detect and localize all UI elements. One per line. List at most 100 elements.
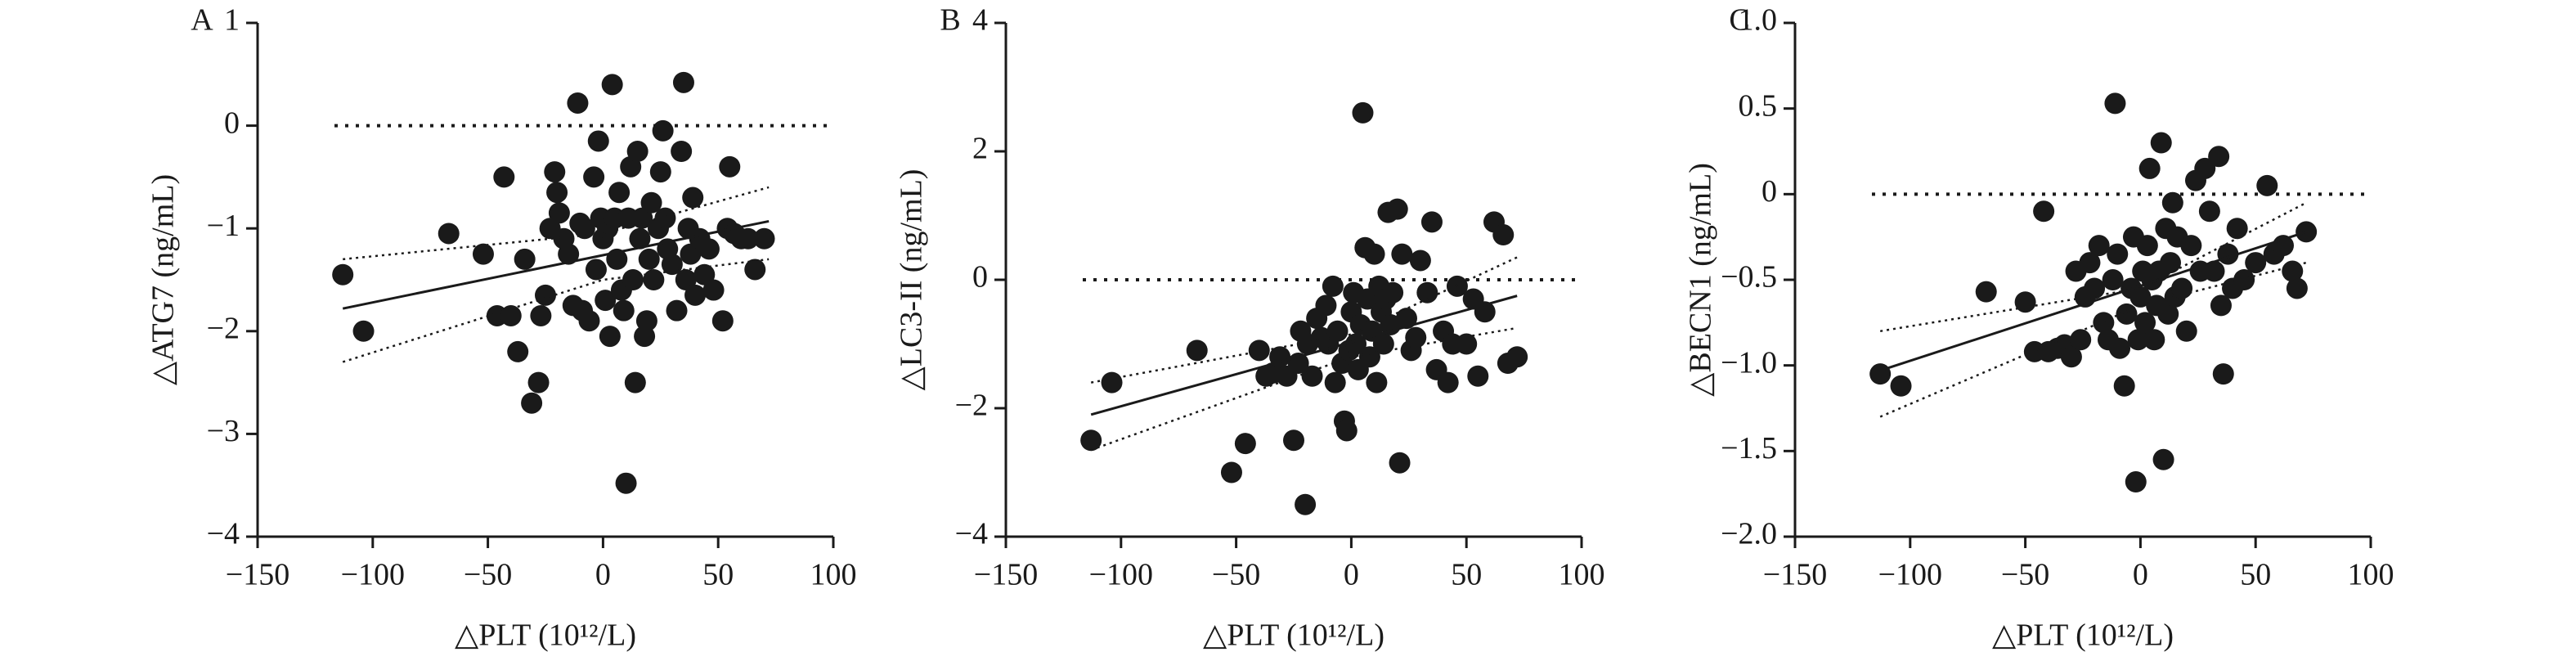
panel: 4 2 0 −2 −4 −150 −100 −50 0 50 100 B △LC3-II (ng/mL)… bbox=[895, 3, 1605, 653]
x-axis-label: △PLT (10¹²/L) bbox=[1203, 618, 1384, 653]
y-tick-label: 1 bbox=[224, 3, 240, 38]
data-point bbox=[535, 284, 556, 306]
y-axis-label: △LC3-II (ng/mL) bbox=[895, 169, 929, 391]
data-point bbox=[587, 130, 609, 152]
data-point bbox=[2104, 92, 2126, 115]
data-point bbox=[2286, 277, 2308, 299]
data-point bbox=[737, 227, 759, 250]
x-tick-label: −100 bbox=[1878, 558, 1942, 592]
data-point bbox=[1869, 363, 1892, 385]
data-point bbox=[711, 310, 734, 332]
y-tick-label: −1.0 bbox=[1721, 345, 1777, 380]
data-point bbox=[1382, 281, 1404, 304]
data-point bbox=[1391, 243, 1413, 265]
data-point bbox=[500, 304, 522, 326]
data-point bbox=[2160, 252, 2182, 274]
data-point bbox=[595, 290, 617, 312]
y-tick-label: −0.5 bbox=[1721, 260, 1777, 295]
data-point bbox=[567, 92, 589, 114]
data-point bbox=[583, 166, 605, 188]
data-point bbox=[666, 299, 688, 322]
data-point bbox=[1283, 429, 1304, 452]
y-tick-label: −3 bbox=[207, 414, 240, 448]
data-point bbox=[578, 310, 600, 332]
ci-upper bbox=[1090, 256, 1518, 384]
data-point bbox=[698, 238, 720, 260]
data-point bbox=[1492, 224, 1515, 246]
data-point bbox=[2203, 260, 2225, 282]
data-point bbox=[1220, 461, 1242, 483]
x-tick-label: −150 bbox=[1763, 558, 1827, 592]
data-point bbox=[1506, 346, 1528, 368]
x-tick-label: 100 bbox=[2348, 558, 2394, 592]
data-point bbox=[680, 243, 702, 265]
data-point bbox=[2161, 191, 2183, 214]
y-tick-label: −1.5 bbox=[1721, 431, 1777, 465]
data-point bbox=[615, 472, 637, 494]
y-tick-label: 1.0 bbox=[1739, 3, 1778, 38]
x-tick-label: 100 bbox=[810, 558, 857, 592]
panel: 1 0 −1 −2 −3 −4 −150 −100 −50 0 50 100 A △ATG7 (ng/mL… bbox=[146, 3, 857, 653]
data-point bbox=[1234, 433, 1256, 455]
data-point bbox=[2113, 375, 2135, 397]
data-point bbox=[702, 279, 725, 301]
x-tick-label: 0 bbox=[1344, 558, 1359, 592]
x-tick-label: −100 bbox=[1089, 558, 1153, 592]
data-point bbox=[1315, 295, 1337, 317]
panel-label: A bbox=[191, 3, 213, 38]
data-point bbox=[521, 392, 543, 414]
data-point bbox=[2198, 200, 2220, 223]
data-point bbox=[2070, 329, 2092, 351]
data-point bbox=[2088, 235, 2110, 257]
x-tick-label: 100 bbox=[1559, 558, 1605, 592]
y-tick-label: −2 bbox=[955, 389, 988, 423]
data-point bbox=[599, 326, 621, 348]
data-point bbox=[1186, 339, 1208, 362]
data-point bbox=[514, 248, 536, 270]
data-point bbox=[640, 191, 662, 214]
panel-label: B bbox=[940, 3, 960, 38]
y-tick-label: −1 bbox=[207, 209, 240, 243]
data-point bbox=[744, 259, 766, 281]
x-tick-label: −150 bbox=[974, 558, 1038, 592]
data-point bbox=[601, 74, 623, 96]
x-tick-label: −50 bbox=[2001, 558, 2049, 592]
data-point bbox=[2150, 132, 2172, 154]
regression-line bbox=[342, 219, 770, 310]
data-point bbox=[548, 202, 570, 224]
x-tick-label: −50 bbox=[464, 558, 512, 592]
data-point bbox=[638, 248, 660, 270]
data-point bbox=[635, 310, 657, 332]
data-point bbox=[2093, 312, 2115, 334]
data-point bbox=[2102, 269, 2124, 290]
data-point bbox=[622, 269, 644, 290]
x-tick-label: 50 bbox=[1451, 558, 1482, 592]
data-point bbox=[1890, 375, 1912, 397]
data-point bbox=[2107, 243, 2129, 265]
data-point bbox=[1975, 281, 1997, 303]
data-point bbox=[719, 155, 741, 178]
data-point bbox=[2136, 235, 2158, 257]
data-point bbox=[675, 269, 697, 290]
data-point bbox=[626, 141, 648, 162]
ci-upper bbox=[343, 186, 770, 261]
data-point bbox=[671, 141, 693, 162]
data-point bbox=[1335, 420, 1358, 442]
data-point bbox=[558, 243, 580, 265]
data-point bbox=[1101, 371, 1123, 393]
data-point bbox=[624, 371, 646, 393]
data-point bbox=[1358, 346, 1380, 368]
data-point bbox=[1363, 243, 1385, 265]
data-point bbox=[1395, 308, 1417, 330]
data-point bbox=[1322, 275, 1344, 297]
data-point bbox=[2143, 329, 2165, 351]
data-point bbox=[2245, 252, 2267, 274]
data-point bbox=[507, 340, 529, 362]
data-point bbox=[2033, 200, 2055, 223]
data-point bbox=[530, 304, 552, 326]
y-tick-label: 0 bbox=[224, 106, 240, 140]
data-point bbox=[608, 182, 631, 204]
y-tick-label: −4 bbox=[207, 517, 240, 551]
data-point bbox=[472, 243, 494, 265]
